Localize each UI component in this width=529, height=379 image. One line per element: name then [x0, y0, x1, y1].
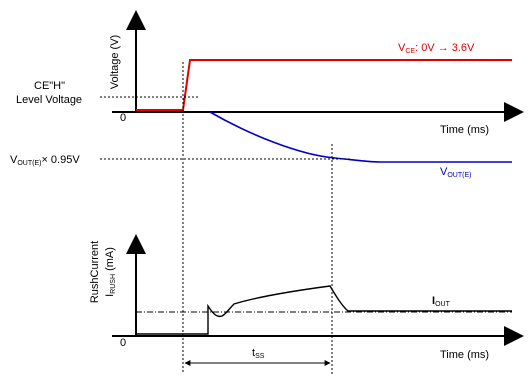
- current-axis-label-2: IRUSH (mA): [104, 247, 117, 297]
- voltage-axis-label: Voltage (V): [109, 35, 121, 89]
- vout-label: VOUT(E): [440, 166, 471, 179]
- ce-level-label-1: CE"H": [34, 80, 65, 92]
- vout-trace: [209, 111, 512, 163]
- iout-label: IOUT: [432, 295, 451, 308]
- vce-trace: [136, 59, 512, 111]
- voltage-origin-label: 0: [120, 112, 126, 124]
- voltage-time-label: Time (ms): [440, 124, 489, 136]
- vce-label: VCE: 0V → 3.6V: [398, 42, 475, 55]
- current-origin-label: 0: [120, 337, 126, 349]
- current-plot: RushCurrent IRUSH (mA) Time (ms) 0 IOUT …: [89, 234, 524, 366]
- rush-current-trace: [136, 285, 512, 335]
- tss-label: tSS: [252, 347, 265, 360]
- vout95-label: VOUT(E)× 0.95V: [10, 154, 80, 167]
- current-axis-label-1: RushCurrent: [89, 241, 101, 303]
- current-time-label: Time (ms): [440, 349, 489, 361]
- voltage-plot: Voltage (V) Time (ms) 0 CE"H" Level Volt…: [10, 10, 524, 179]
- ce-level-label-2: Level Voltage: [16, 94, 82, 106]
